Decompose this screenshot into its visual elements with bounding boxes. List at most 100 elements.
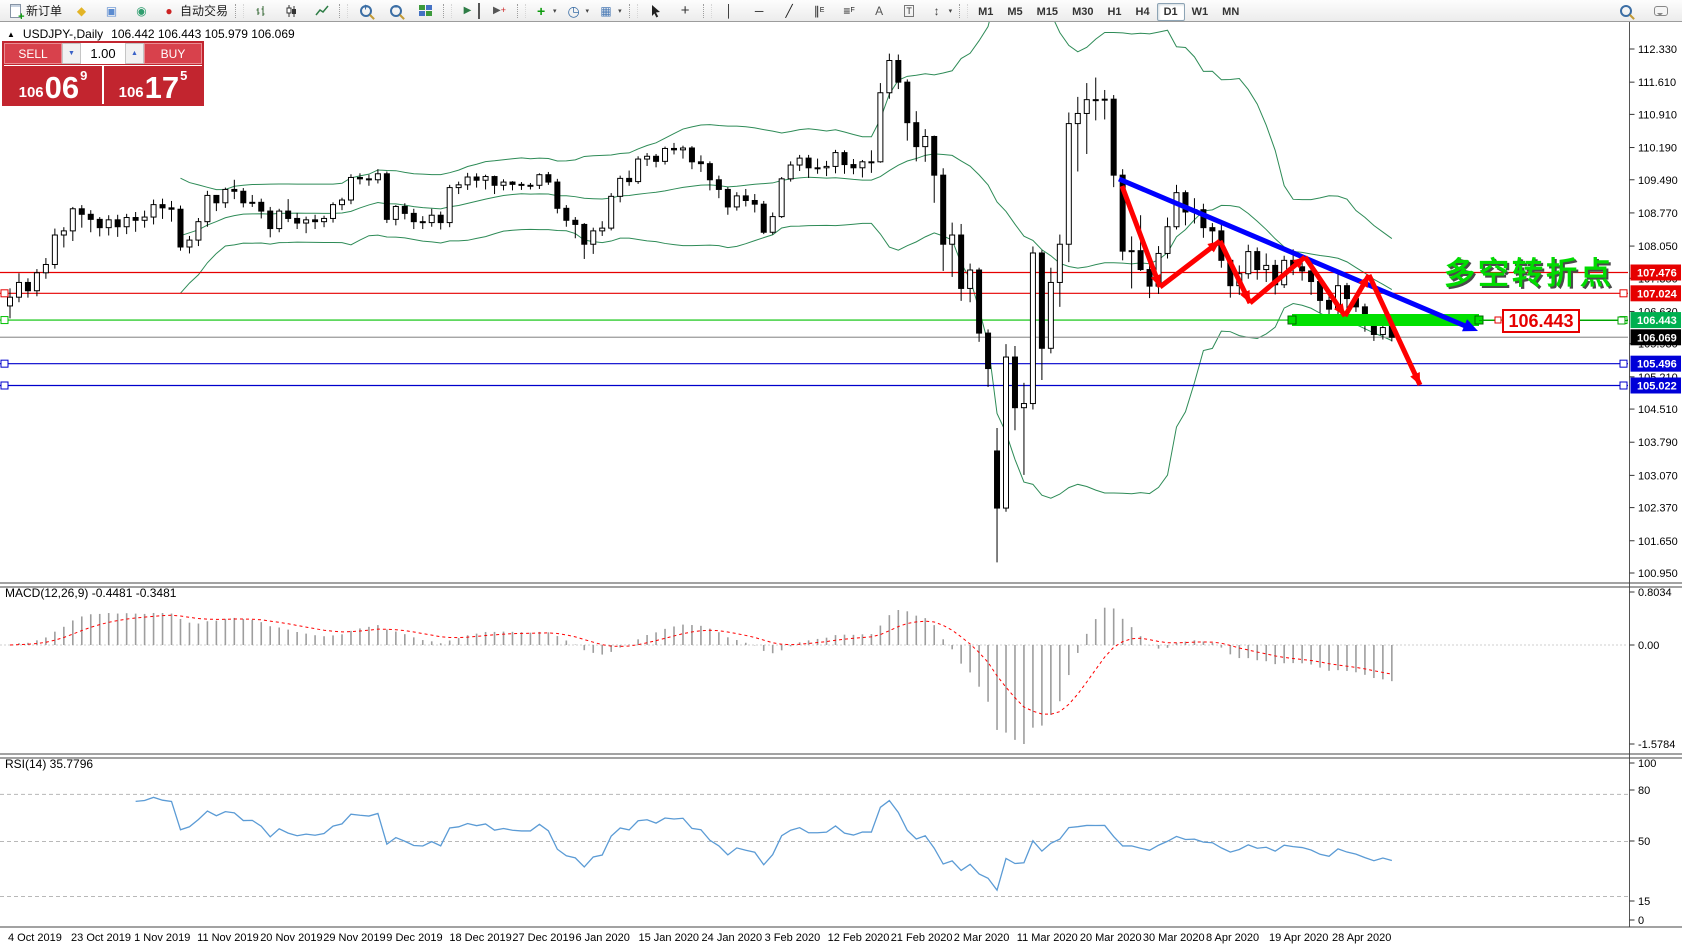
arrows-button[interactable]: ↕ ▾ [925,0,957,21]
price-callout-label[interactable]: 106.443 [1502,309,1580,333]
candle-body [222,188,229,204]
candle-body [545,174,552,183]
tile-windows-button[interactable] [411,0,440,21]
templates-button[interactable]: ▦ ▾ [594,0,626,21]
date-tick-label: 11 Nov 2019 [197,932,259,944]
periods-button[interactable]: ◷ ▾ [562,0,594,21]
vertical-line-button[interactable]: │ [715,0,744,21]
styler-button[interactable]: ◆ [67,0,96,21]
candle-body [1326,299,1333,310]
candle-body [7,296,13,307]
search-button[interactable] [1611,0,1640,21]
line-handle[interactable] [0,316,9,325]
zigzag-arrow-segment[interactable] [1366,273,1423,387]
zoom-in-button[interactable]: + [351,0,380,21]
price-tick-label: 104.510 [1638,404,1678,416]
cursor-button[interactable] [641,0,670,21]
timeframe-M5[interactable]: M5 [1007,5,1023,18]
line-handle[interactable] [0,381,9,390]
crosshair-button[interactable]: + [671,0,700,21]
candle-body [330,204,337,219]
bar-chart-button[interactable] [247,0,276,21]
buy-button[interactable]: BUY [144,43,202,64]
candle-body [706,163,713,181]
rsi-panel[interactable] [0,793,1628,897]
symbol-period-label: USDJPY-,Daily [22,27,104,41]
arrows-icon: ↕ [933,3,940,18]
candle-body [563,207,570,221]
support-bar-handle[interactable] [1287,315,1297,325]
level-badge [1630,312,1681,329]
support-zone-bar[interactable] [1292,314,1479,326]
volume-input[interactable]: 1.00 [81,43,125,64]
volume-increase-button[interactable]: ▲ [125,43,144,64]
price-panel[interactable] [0,0,1628,563]
trendline-button[interactable]: ╱ [775,0,804,21]
chat-button[interactable] [1646,0,1675,21]
candle-body [87,213,94,220]
signal-button[interactable]: ◉ [127,0,156,21]
line-handle[interactable] [0,359,9,368]
collapse-panel-icon[interactable]: ▲ [7,29,15,39]
timeframe-M1[interactable]: M1 [978,5,994,18]
zigzag-arrow-segment[interactable] [1158,239,1222,289]
buy-price[interactable]: 106 17 5 [104,65,202,104]
horizontal-line-button[interactable]: ─ [745,0,774,21]
candle-body [141,216,148,221]
profiles-button[interactable]: ▣ [97,0,126,21]
timeframe-H1[interactable]: H1 [1107,5,1122,18]
zoom-out-button[interactable]: − [381,0,410,21]
fibonacci-button[interactable]: ≡ F [835,0,864,21]
timeframe-MN[interactable]: MN [1222,5,1240,18]
timeframe-M15[interactable]: M15 [1036,5,1059,18]
new-order-button[interactable]: 新订单 [3,0,66,23]
zigzag-arrow-segment[interactable] [1119,185,1163,288]
chat-icon [1653,3,1669,19]
candle-body [581,223,588,245]
auto-scroll-button[interactable]: ▶ [455,0,484,21]
zigzag-arrow-segment[interactable] [1248,255,1307,305]
candlestick-button[interactable] [277,0,306,21]
zigzag-arrow-segment[interactable] [1302,255,1348,318]
level-badge-text: 107.024 [1637,288,1678,300]
candle-body [285,210,292,219]
date-tick-label: 20 Mar 2020 [1080,932,1142,944]
line-handle[interactable] [1619,289,1628,298]
candle-body [868,161,875,164]
text-label-button[interactable]: T [895,0,924,21]
macd-panel[interactable] [0,607,1628,744]
candle-body [1119,174,1126,252]
arrowhead [1240,290,1250,303]
sell-button[interactable]: SELL [4,43,62,64]
line-handle[interactable] [0,289,9,298]
arrowhead [1358,275,1369,288]
line-chart-button[interactable] [307,0,336,21]
candle-body [410,212,417,223]
candle-body [904,81,911,124]
timeframe-M30[interactable]: M30 [1072,5,1094,18]
text-button[interactable]: A [865,0,894,21]
downtrend-arrow-line[interactable] [1118,176,1471,331]
line-handle[interactable] [1619,381,1628,390]
date-tick-label: 8 Apr 2020 [1206,932,1259,944]
chart-shift-button[interactable]: ▶ + [485,0,514,21]
date-tick-label: 23 Oct 2019 [71,932,131,944]
line-handle[interactable] [1617,316,1626,325]
timeframe-D1[interactable]: D1 [1156,2,1185,21]
equidistant-channel-button[interactable]: ∥ E [805,0,834,21]
autotrading-button[interactable]: ● 自动交易 [157,0,232,21]
volume-decrease-button[interactable]: ▼ [62,43,81,64]
timeframe-H4[interactable]: H4 [1135,5,1150,18]
line-handle[interactable] [1619,359,1628,368]
candle-body [482,176,489,181]
candle-body [1056,243,1063,283]
callout-handle[interactable] [1494,316,1502,324]
candle-body [249,201,256,204]
indicators-button[interactable]: + ▾ [529,0,561,21]
date-tick-label: 28 Apr 2020 [1332,932,1391,944]
candle-body [787,164,794,180]
pivot-annotation-text[interactable]: 多空转折点 [1444,256,1614,291]
sell-price[interactable]: 106 06 9 [4,65,102,104]
timeframe-W1[interactable]: W1 [1191,5,1209,18]
